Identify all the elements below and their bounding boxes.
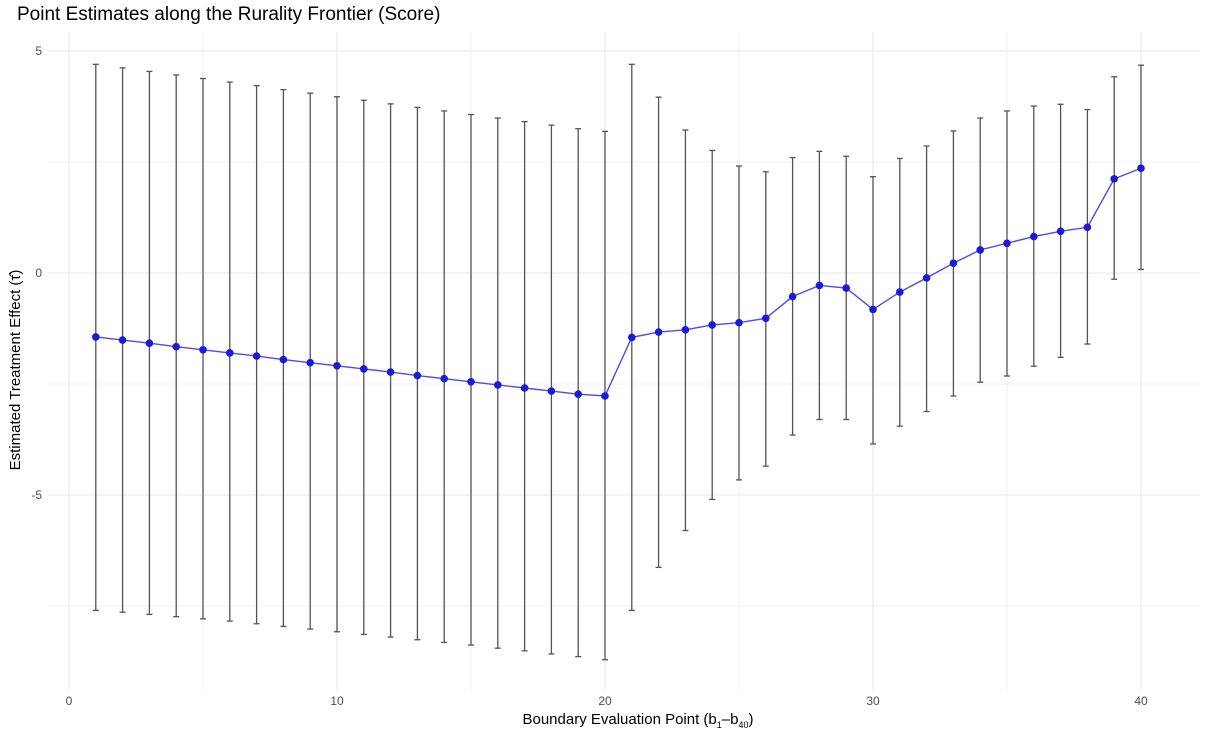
estimate-point: [815, 281, 824, 290]
estimate-point: [788, 292, 797, 301]
estimate-point: [762, 314, 770, 323]
estimate-point: [708, 321, 716, 329]
estimate-point: [306, 358, 315, 367]
estimate-point: [172, 342, 180, 351]
grid-lines: [48, 32, 1200, 690]
estimate-point: [574, 390, 582, 399]
y-tick-label: -5: [31, 488, 42, 502]
estimate-point: [386, 368, 395, 376]
estimate-point: [1083, 223, 1092, 232]
estimate-point: [1110, 175, 1118, 183]
estimate-point: [681, 326, 690, 334]
estimate-point: [413, 371, 422, 380]
estimate-point: [735, 318, 743, 327]
x-axis-title: Boundary Evaluation Point (b1–b40): [522, 711, 753, 730]
estimate-point: [440, 374, 449, 383]
y-tick-label: 5: [35, 44, 42, 58]
estimate-point: [547, 387, 556, 395]
estimate-point: [199, 346, 207, 354]
error-bars: [92, 63, 1144, 661]
estimate-point: [1003, 239, 1011, 248]
estimate-point: [842, 284, 850, 292]
estimate-point: [520, 384, 529, 392]
estimate-point: [360, 365, 368, 373]
estimate-point: [601, 392, 609, 400]
y-axis-title: Estimated Treatment Effect (τ̂): [7, 270, 24, 471]
estimate-point: [494, 381, 502, 389]
estimate-point: [226, 349, 234, 357]
estimate-point: [279, 355, 288, 364]
x-tick-label: 30: [866, 694, 880, 708]
estimate-point: [628, 333, 636, 342]
estimate-point: [145, 339, 154, 347]
estimate-point: [467, 377, 475, 386]
estimate-series: [92, 164, 1145, 400]
y-tick-label: 0: [35, 266, 42, 280]
x-tick-label: 40: [1134, 694, 1148, 708]
estimate-point: [949, 259, 958, 268]
x-tick-label: 10: [330, 694, 344, 708]
estimate-point: [1137, 164, 1145, 173]
estimate-point: [1030, 232, 1038, 241]
estimate-point: [869, 305, 877, 314]
estimate-point: [922, 274, 931, 282]
estimate-point: [252, 352, 261, 360]
estimate-point: [976, 246, 984, 254]
estimate-point: [654, 328, 663, 336]
estimate-point: [896, 288, 904, 296]
estimate-point: [1056, 227, 1065, 236]
estimate-line: [95, 167, 1142, 397]
chart-title: Point Estimates along the Rurality Front…: [17, 4, 441, 25]
estimate-point: [333, 361, 341, 370]
estimate-point: [92, 333, 100, 341]
x-tick-label: 20: [598, 694, 612, 708]
x-tick-label: 0: [66, 694, 73, 708]
estimate-point: [118, 336, 127, 344]
